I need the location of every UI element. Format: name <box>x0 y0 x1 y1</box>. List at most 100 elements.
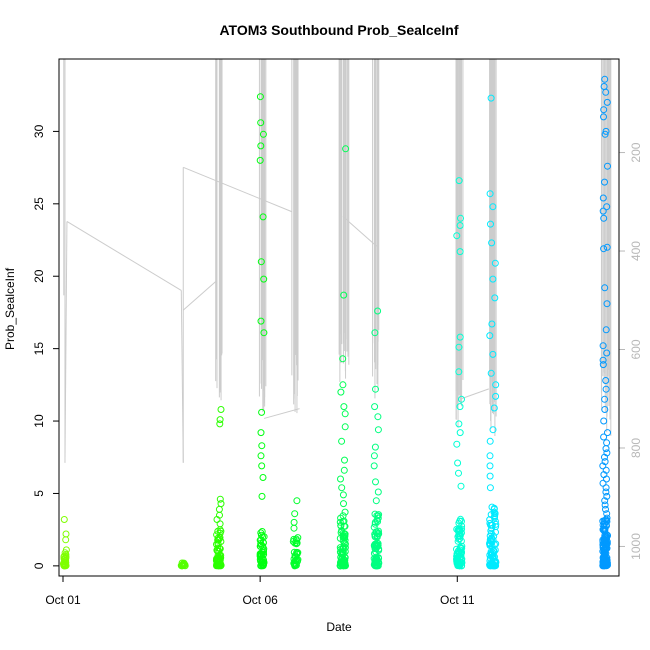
data-point <box>458 517 465 525</box>
data-point <box>486 332 494 340</box>
data-point <box>486 462 494 470</box>
data-point <box>599 356 607 364</box>
x-axis-label: Date <box>326 620 352 634</box>
data-point <box>490 404 498 412</box>
data-point <box>455 547 462 555</box>
data-point <box>374 426 382 434</box>
data-point <box>603 349 611 357</box>
data-point <box>600 214 608 222</box>
data-point <box>337 562 345 570</box>
data-point <box>181 562 189 570</box>
data-point <box>599 521 607 529</box>
data-point <box>294 557 301 565</box>
data-point <box>371 403 379 411</box>
data-point <box>491 514 498 522</box>
data-point <box>599 207 607 215</box>
data-point <box>602 385 610 393</box>
data-point <box>370 523 378 531</box>
data-point <box>599 194 607 202</box>
data-point <box>340 549 348 557</box>
data-point <box>486 190 494 198</box>
data-point <box>601 453 608 461</box>
x-tick-label: Oct 06 <box>242 593 278 607</box>
data-point <box>340 522 348 530</box>
data-point <box>599 558 607 566</box>
data-point <box>292 535 300 543</box>
data-point <box>486 561 494 569</box>
data-point <box>258 551 266 559</box>
y-axis-label: Prob_SealceInf <box>3 267 17 350</box>
data-point <box>214 544 222 552</box>
data-point <box>492 381 500 389</box>
y-tick-label: 5 <box>32 490 46 497</box>
data-point <box>457 537 465 545</box>
data-point <box>600 433 608 441</box>
data-point <box>293 539 301 547</box>
data-point <box>371 532 379 540</box>
data-point <box>215 562 223 569</box>
y-tick-label: 30 <box>32 124 46 138</box>
depth-series <box>63 59 612 463</box>
data-point <box>604 162 611 170</box>
data-point <box>62 536 70 544</box>
data-point <box>487 94 495 102</box>
data-point <box>340 403 348 411</box>
data-point <box>62 530 70 538</box>
x-tick-label: Oct 01 <box>45 593 81 607</box>
data-point <box>602 88 610 96</box>
data-point <box>458 559 466 567</box>
data-point <box>456 333 464 341</box>
data-point <box>338 484 346 492</box>
x-tick-label: Oct 11 <box>440 593 475 607</box>
data-point <box>487 220 494 228</box>
data-point <box>373 542 381 550</box>
data-point <box>341 423 349 431</box>
data-point <box>486 452 494 460</box>
data-point <box>60 555 68 563</box>
data-point <box>257 119 265 127</box>
data-point <box>260 547 267 554</box>
data-point <box>489 554 497 562</box>
data-point <box>340 560 348 568</box>
depth-line <box>64 221 68 463</box>
data-point <box>603 538 611 546</box>
data-point <box>371 510 379 518</box>
data-point <box>371 550 379 558</box>
data-point <box>337 559 345 567</box>
data-point <box>487 369 495 377</box>
data-point <box>600 417 608 425</box>
data-point <box>602 377 610 384</box>
data-point <box>258 442 266 450</box>
data-point <box>339 518 347 526</box>
data-point <box>486 437 494 445</box>
data-point <box>260 533 268 541</box>
data-point <box>217 500 225 508</box>
data-point <box>602 445 610 453</box>
data-point <box>217 406 225 413</box>
data-point <box>458 395 465 403</box>
data-point <box>486 472 494 480</box>
data-point <box>341 456 348 464</box>
data-point <box>259 213 267 221</box>
data-point <box>457 214 464 222</box>
chart-title: ATOM3 Southbound Prob_SealceInf <box>219 22 458 38</box>
y2-tick-label: 800 <box>629 438 643 458</box>
data-point <box>290 518 298 526</box>
data-point <box>257 317 265 325</box>
data-point <box>258 408 266 416</box>
data-point <box>488 543 496 551</box>
data-point <box>453 558 461 565</box>
y2-tick-label: 1000 <box>629 533 643 560</box>
data-point <box>492 392 500 400</box>
data-point <box>339 381 347 389</box>
data-point <box>455 177 463 185</box>
depth-line <box>342 216 377 247</box>
data-point <box>213 555 221 563</box>
y2-tick-label: 400 <box>629 241 643 261</box>
axes: 0 5 10 15 20 25 30 Oct 01 Oct 06 Oct 11 200 400 600 8… <box>32 124 643 607</box>
data-point <box>455 531 463 539</box>
data-point <box>601 395 609 403</box>
data-point <box>60 516 68 523</box>
data-point <box>340 500 347 508</box>
data-point <box>340 466 348 474</box>
